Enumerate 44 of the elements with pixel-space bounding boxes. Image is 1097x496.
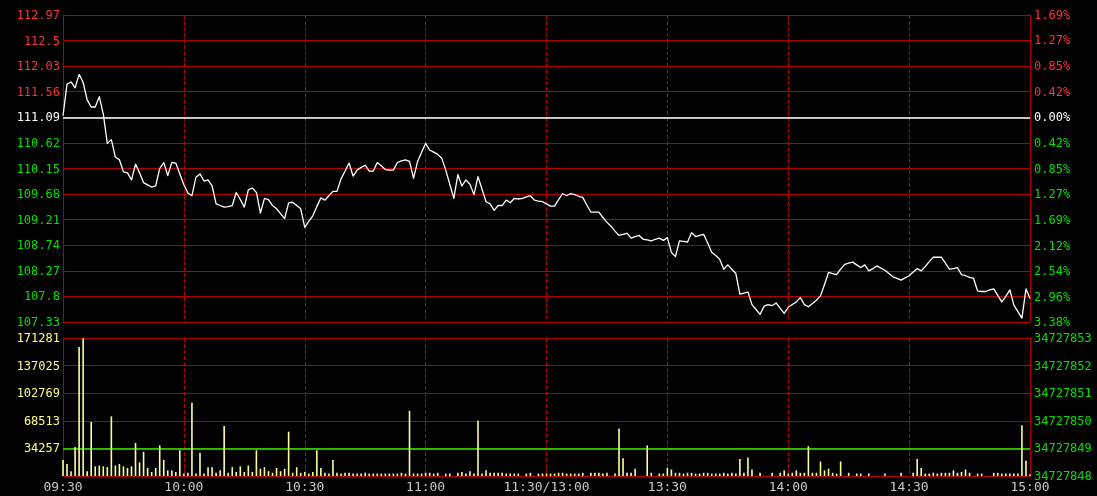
y-tick-label: 110.15: [16, 161, 60, 176]
y2-tick-label: 1.27%: [1034, 187, 1071, 202]
y2-tick-label: 2.54%: [1034, 264, 1071, 279]
y-tick-label: 112.5: [23, 33, 60, 48]
y-tick-label: 111.56: [16, 84, 60, 99]
y-tick-label: 34257: [23, 441, 60, 456]
y2-tick-label: 0.85%: [1034, 58, 1071, 73]
y-tick-label: 112.97: [16, 8, 60, 22]
y-tick-label: 112.03: [16, 59, 60, 74]
y2-tick-label: 34727852: [1034, 358, 1092, 373]
y2-tick-label: 3.38%: [1034, 315, 1071, 329]
x-tick-label: 11:00: [406, 479, 446, 494]
y2-tick-label: 0.00%: [1034, 110, 1071, 125]
x-tick-label: 10:30: [285, 479, 325, 494]
y2-tick-label: 34727851: [1034, 386, 1092, 401]
y2-tick-label: 0.85%: [1034, 161, 1071, 176]
x-tick-label: 10:00: [164, 479, 204, 494]
x-tick-label: 11:30/13:00: [503, 479, 590, 494]
y2-tick-label: 34727849: [1034, 441, 1092, 456]
y2-tick-label: 1.27%: [1034, 33, 1071, 48]
x-tick-label: 14:00: [768, 479, 808, 494]
y-tick-label: 137025: [16, 358, 60, 373]
y-tick-label: 107.33: [16, 315, 60, 329]
y2-tick-label: 34727853: [1034, 331, 1092, 345]
y2-tick-label: 0.42%: [1034, 135, 1071, 150]
y2-tick-label: 1.69%: [1034, 8, 1071, 22]
x-tick-label: 13:30: [647, 479, 687, 494]
y2-tick-label: 1.69%: [1034, 212, 1071, 227]
y2-tick-label: 34727850: [1034, 413, 1092, 428]
y-tick-label: 109.21: [16, 212, 60, 227]
y-tick-label: 110.62: [16, 135, 60, 150]
y-tick-label: 107.8: [23, 289, 60, 304]
y2-tick-label: 0.42%: [1034, 84, 1071, 99]
y2-tick-label: 2.12%: [1034, 238, 1071, 253]
y-tick-label: 108.27: [16, 263, 60, 278]
y-tick-label: 68513: [23, 413, 60, 428]
y-tick-label: 109.68: [16, 187, 60, 202]
y-tick-label: 102769: [16, 386, 60, 401]
x-tick-label: 09:30: [43, 479, 83, 494]
y2-tick-label: 2.96%: [1034, 289, 1071, 304]
y-tick-label: 108.74: [16, 238, 60, 253]
y-tick-label: 171281: [16, 331, 60, 345]
x-tick-label: 14:30: [889, 479, 929, 494]
y-tick-label: 111.09: [16, 110, 60, 125]
